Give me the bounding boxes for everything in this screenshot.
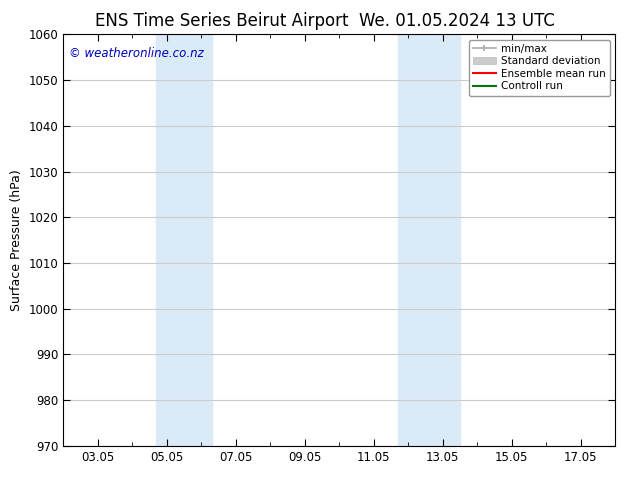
- Text: We. 01.05.2024 13 UTC: We. 01.05.2024 13 UTC: [359, 12, 554, 30]
- Text: © weatheronline.co.nz: © weatheronline.co.nz: [69, 47, 204, 60]
- Y-axis label: Surface Pressure (hPa): Surface Pressure (hPa): [10, 169, 23, 311]
- Legend: min/max, Standard deviation, Ensemble mean run, Controll run: min/max, Standard deviation, Ensemble me…: [469, 40, 610, 96]
- Text: ENS Time Series Beirut Airport: ENS Time Series Beirut Airport: [95, 12, 349, 30]
- Bar: [398, 34, 460, 446]
- Bar: [157, 34, 212, 446]
